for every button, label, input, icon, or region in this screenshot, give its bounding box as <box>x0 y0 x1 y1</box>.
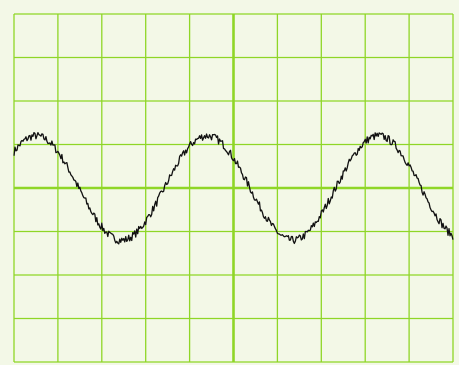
signal-trace <box>13 131 454 245</box>
grid <box>13 13 454 363</box>
